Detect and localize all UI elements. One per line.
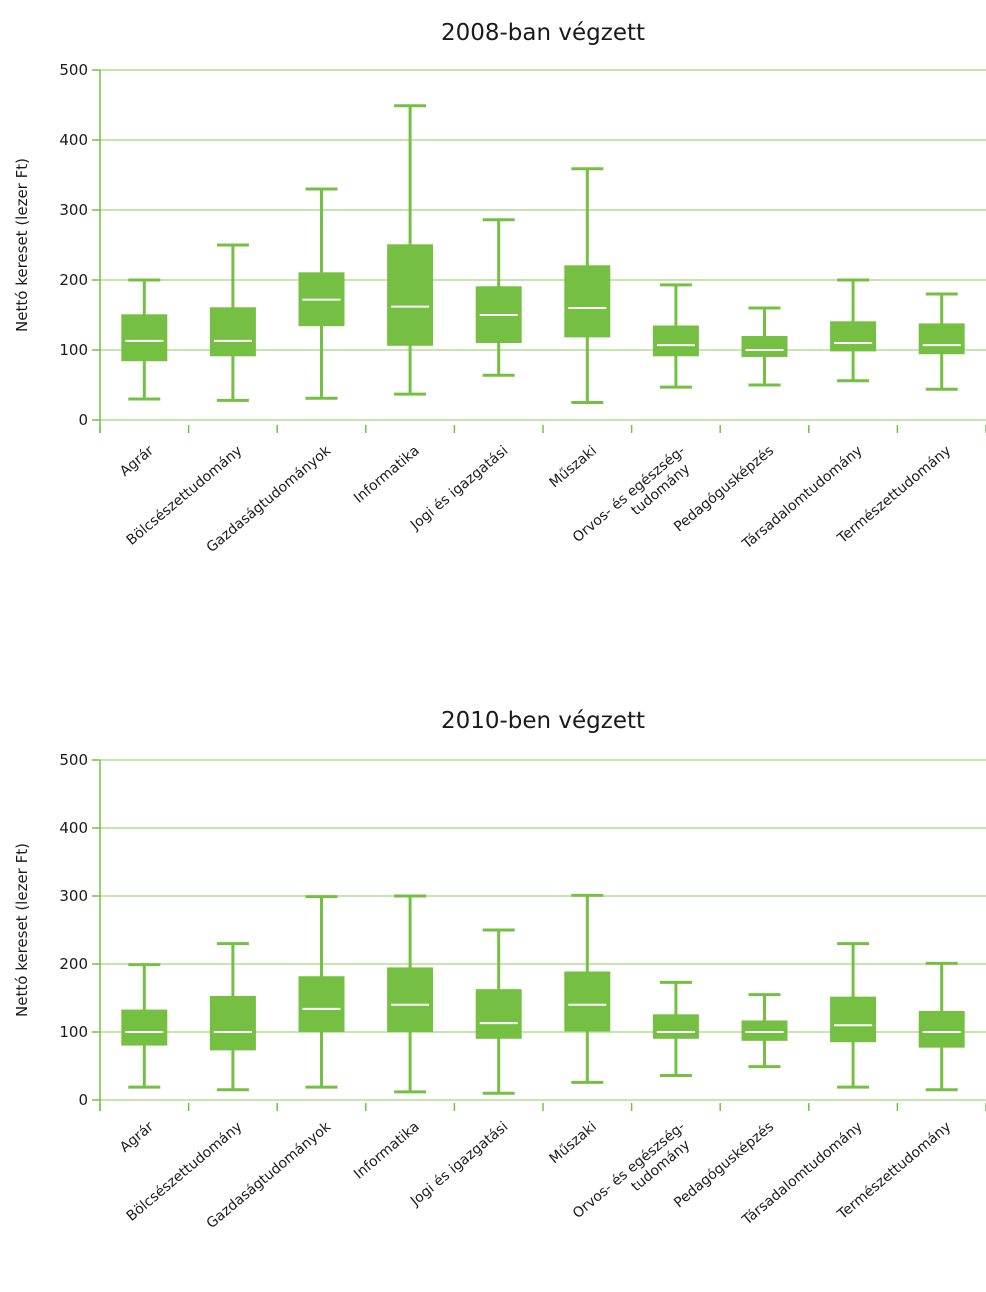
box-plot-10: [918, 961, 965, 1092]
x-category-label: Műszaki: [547, 1119, 600, 1167]
box-iqr: [298, 976, 345, 1032]
box-plot-2: [209, 942, 256, 1092]
box-iqr: [387, 244, 434, 346]
y-tick-label: 100: [59, 1023, 88, 1041]
box-iqr: [209, 995, 256, 1051]
chart-title: 2010-ben végzett: [441, 708, 645, 734]
box-plot-3: [298, 187, 345, 400]
x-category-label: Jogi és igazgatási: [407, 1119, 511, 1210]
x-category-label: Informatika: [351, 443, 423, 507]
box-iqr: [121, 314, 168, 362]
box-iqr: [741, 1020, 788, 1041]
box-plot-2: [209, 243, 256, 402]
box-plot-5: [475, 218, 522, 377]
y-tick-label: 0: [78, 1091, 88, 1109]
box-plot-1: [121, 278, 168, 401]
y-tick-label: 500: [59, 751, 88, 769]
box-plot-9: [830, 278, 877, 383]
box-iqr: [121, 1009, 168, 1046]
box-iqr: [918, 1010, 965, 1048]
x-category-label: Műszaki: [547, 443, 600, 491]
y-axis-label: Nettó kereset (lezer Ft): [13, 843, 31, 1017]
chart-panel-1: 2008-ban végzett Nettó kereset (lezer Ft)…: [13, 20, 986, 556]
y-tick-label: 200: [59, 271, 88, 289]
x-category-label: Informatika: [351, 1119, 423, 1183]
x-category-label: Agrár: [117, 1119, 157, 1156]
box-plot-4: [387, 104, 434, 396]
box-plot-8: [741, 306, 788, 387]
box-iqr: [564, 265, 611, 338]
box-plot-4: [387, 894, 434, 1094]
y-tick-label: 400: [59, 131, 88, 149]
box-iqr: [741, 336, 788, 357]
box-iqr: [918, 323, 965, 355]
y-tick-label: 200: [59, 955, 88, 973]
box-plot-7: [652, 283, 699, 389]
box-iqr: [564, 971, 611, 1032]
y-axis-label: Nettó kereset (lezer Ft): [13, 158, 31, 332]
chart-panel-2: 2010-ben végzett Nettó kereset (lezer Ft)…: [13, 708, 986, 1232]
box-plot-8: [741, 993, 788, 1069]
box-iqr: [652, 1014, 699, 1039]
box-plot-3: [298, 895, 345, 1089]
box-plot-1: [121, 963, 168, 1089]
y-tick-label: 500: [59, 61, 88, 79]
box-plot-6: [564, 893, 611, 1084]
y-tick-label: 300: [59, 201, 88, 219]
y-tick-label: 0: [78, 411, 88, 429]
box-iqr: [830, 321, 877, 352]
y-tick-label: 100: [59, 341, 88, 359]
box-plot-9: [830, 942, 877, 1089]
box-iqr: [830, 996, 877, 1043]
box-iqr: [209, 307, 256, 357]
box-iqr: [387, 967, 434, 1032]
box-plot-6: [564, 167, 611, 404]
chart-title: 2008-ban végzett: [441, 20, 645, 46]
y-tick-label: 400: [59, 819, 88, 837]
y-tick-label: 300: [59, 887, 88, 905]
box-plot-7: [652, 980, 699, 1078]
box-iqr: [475, 989, 522, 1039]
box-plot-10: [918, 292, 965, 391]
box-plot-5: [475, 928, 522, 1095]
box-iqr: [652, 325, 699, 357]
x-category-label: Jogi és igazgatási: [407, 443, 511, 534]
x-category-label: Agrár: [117, 443, 157, 480]
